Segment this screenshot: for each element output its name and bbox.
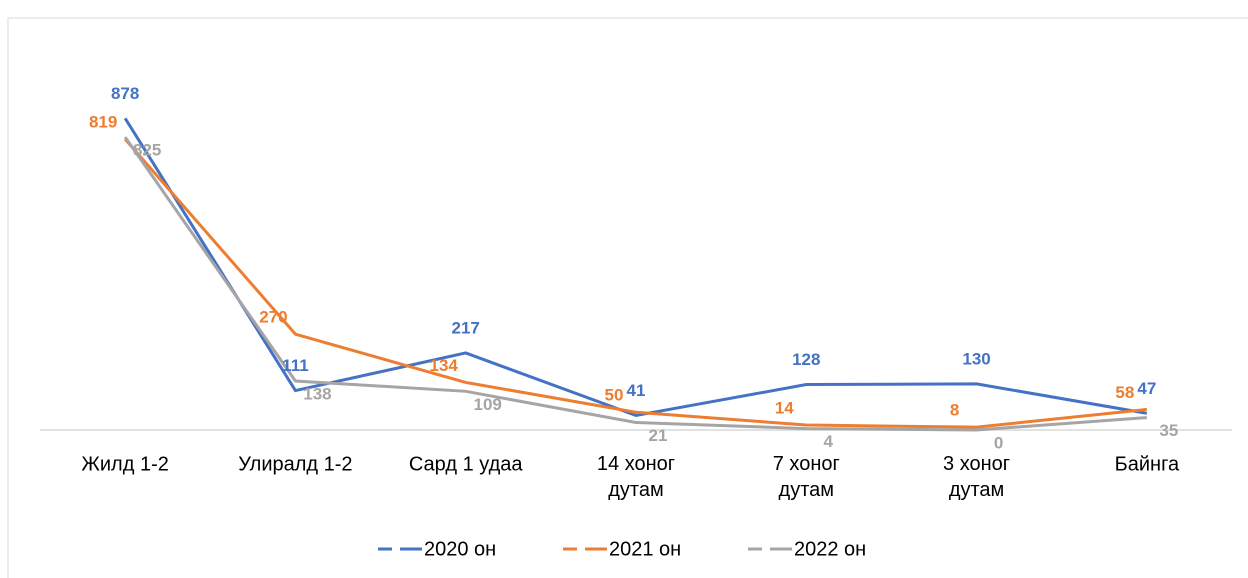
series-line bbox=[124, 138, 1148, 429]
data-label: 41 bbox=[627, 381, 646, 400]
data-label: 14 bbox=[775, 399, 794, 418]
data-label: 878 bbox=[111, 84, 139, 103]
data-label: 109 bbox=[474, 395, 502, 414]
legend-label: 2021 он bbox=[609, 538, 681, 560]
x-tick-label: 7 хоног дутам bbox=[773, 453, 840, 501]
data-label: 50 bbox=[605, 386, 624, 405]
data-label: 35 bbox=[1159, 421, 1178, 440]
x-tick-label: Улиралд 1-2 bbox=[238, 453, 352, 475]
data-label: 217 bbox=[452, 318, 480, 337]
chart-frame bbox=[7, 17, 1248, 578]
x-tick-label: Жилд 1-2 bbox=[81, 453, 168, 475]
data-label: 270 bbox=[259, 308, 287, 327]
x-tick-label: 3 хоног дутам bbox=[943, 453, 1010, 501]
data-label: 111 bbox=[282, 356, 309, 375]
legend-label: 2020 он bbox=[424, 538, 496, 560]
data-label: 819 bbox=[89, 113, 117, 132]
data-label: 0 bbox=[994, 433, 1003, 452]
data-label: 4 bbox=[824, 432, 834, 451]
data-label: 825 bbox=[133, 141, 161, 160]
series-line bbox=[123, 136, 1147, 432]
data-label: 47 bbox=[1137, 379, 1156, 398]
x-tick-label: 14 хоног дутам bbox=[597, 453, 675, 501]
data-label: 128 bbox=[792, 350, 820, 369]
x-tick-label: Байнга bbox=[1115, 453, 1180, 475]
data-label: 134 bbox=[430, 356, 459, 375]
series-line bbox=[123, 117, 1148, 417]
data-label: 21 bbox=[649, 426, 668, 445]
data-label: 130 bbox=[962, 349, 990, 368]
data-label: 58 bbox=[1115, 383, 1134, 402]
x-tick-label: Сард 1 удаа bbox=[409, 453, 523, 475]
legend-label: 2022 он bbox=[794, 538, 866, 560]
data-label: 138 bbox=[303, 384, 331, 403]
data-label: 8 bbox=[950, 401, 959, 420]
